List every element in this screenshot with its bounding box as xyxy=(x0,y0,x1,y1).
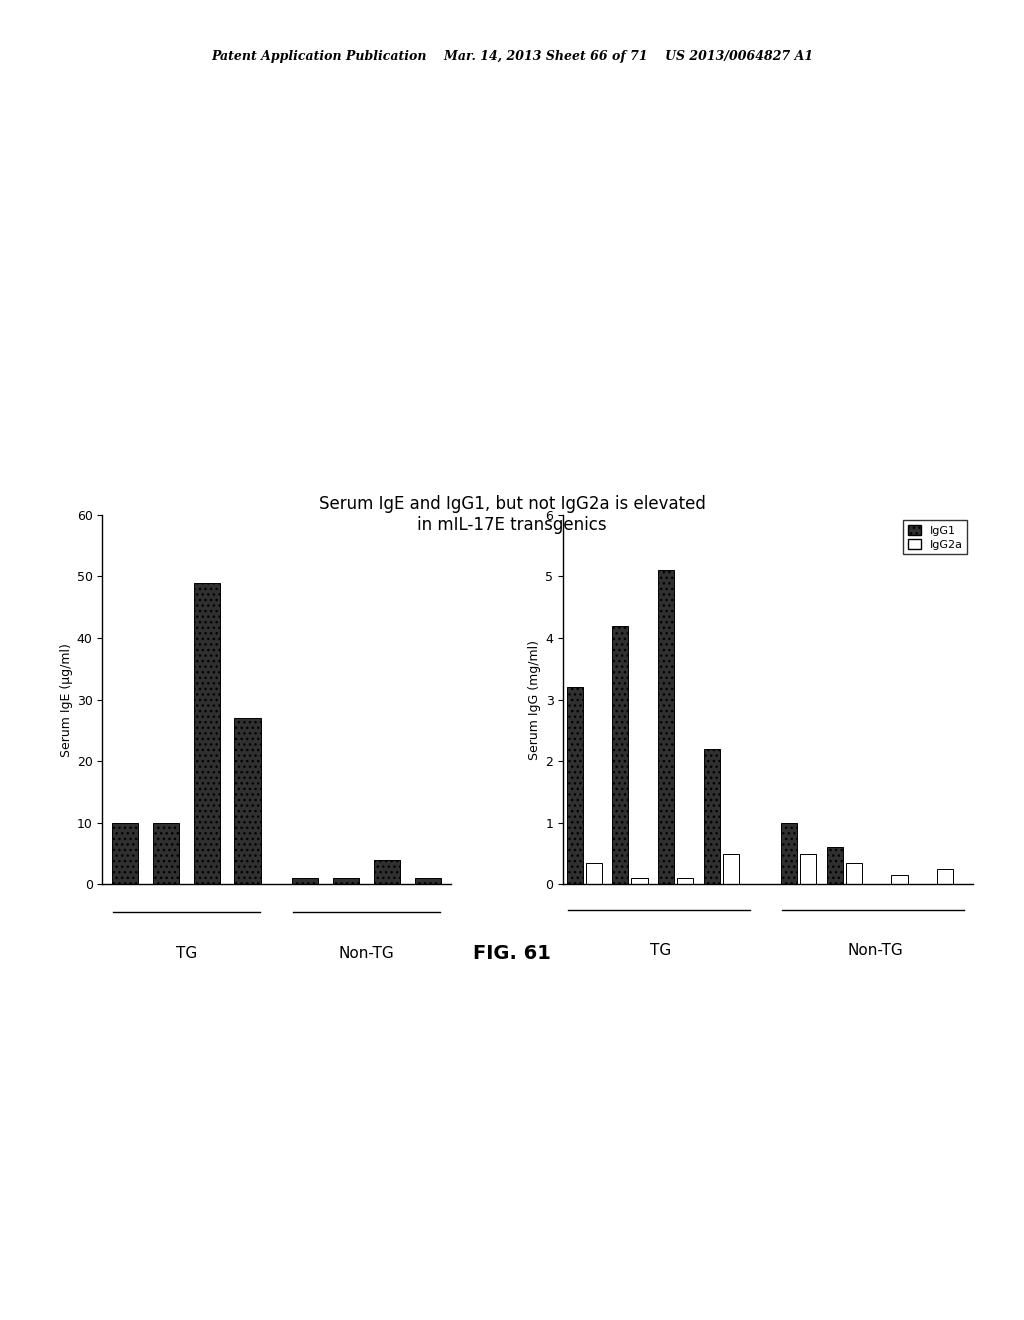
Bar xyxy=(612,626,629,884)
Bar xyxy=(677,878,693,884)
Bar xyxy=(112,822,138,884)
Text: Serum IgE and IgG1, but not IgG2a is elevated
in mIL-17E transgenics: Serum IgE and IgG1, but not IgG2a is ele… xyxy=(318,495,706,533)
Y-axis label: Serum IgG (mg/ml): Serum IgG (mg/ml) xyxy=(528,640,542,759)
Legend: IgG1, IgG2a: IgG1, IgG2a xyxy=(903,520,968,554)
Bar xyxy=(781,822,797,884)
Bar xyxy=(415,878,441,884)
Bar xyxy=(658,570,674,884)
Bar xyxy=(292,878,318,884)
Bar xyxy=(632,878,647,884)
Bar xyxy=(723,854,739,884)
Bar xyxy=(333,878,359,884)
Bar xyxy=(891,875,907,884)
Bar xyxy=(566,688,583,884)
Text: TG: TG xyxy=(176,946,197,961)
Bar xyxy=(846,863,862,884)
Bar xyxy=(234,718,261,884)
Bar xyxy=(586,863,602,884)
Bar xyxy=(153,822,179,884)
Bar xyxy=(374,859,400,884)
Bar xyxy=(937,869,953,884)
Text: Non-TG: Non-TG xyxy=(847,942,903,958)
Bar xyxy=(194,582,220,884)
Bar xyxy=(703,748,720,884)
Text: TG: TG xyxy=(650,942,672,958)
Bar xyxy=(800,854,816,884)
Text: Patent Application Publication    Mar. 14, 2013 Sheet 66 of 71    US 2013/006482: Patent Application Publication Mar. 14, … xyxy=(211,50,813,63)
Y-axis label: Serum IgE (μg/ml): Serum IgE (μg/ml) xyxy=(59,643,73,756)
Text: FIG. 61: FIG. 61 xyxy=(473,944,551,962)
Bar xyxy=(826,847,843,884)
Text: Non-TG: Non-TG xyxy=(339,946,394,961)
